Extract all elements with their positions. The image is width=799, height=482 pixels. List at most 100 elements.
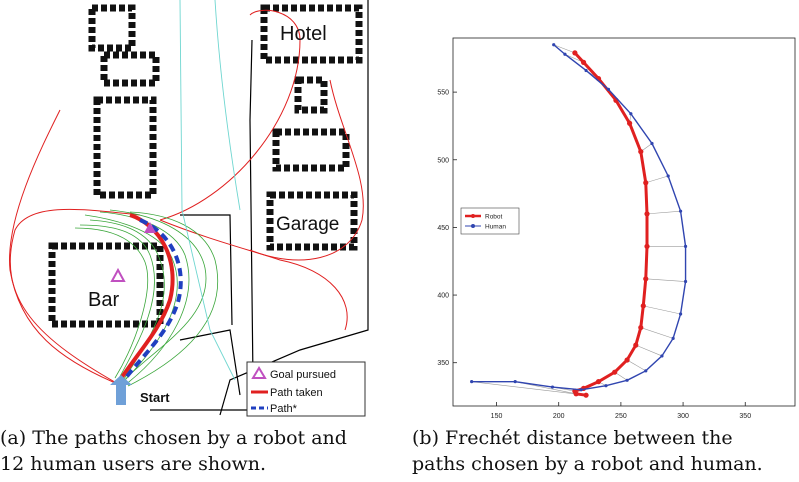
- data-point-robot: [573, 391, 579, 397]
- data-point-robot: [640, 303, 646, 309]
- caption-b-line1: (b) Frechét distance between the: [412, 427, 733, 449]
- data-point-human: [552, 43, 556, 47]
- data-point-human: [470, 380, 474, 384]
- legend-path-star-label: Path*: [270, 403, 298, 415]
- building-small: [294, 76, 328, 114]
- caption-b: (b) Frechét distance between the paths c…: [412, 425, 799, 477]
- frechet-link-line: [640, 327, 674, 339]
- data-point-human: [629, 112, 633, 116]
- legend-marker-human: [471, 224, 475, 228]
- data-point-robot: [633, 342, 639, 348]
- data-point-robot: [595, 379, 602, 385]
- data-point-human: [584, 68, 588, 73]
- legend-marker-robot: [471, 214, 475, 218]
- panel-a-path-map: Hotel Garage Bar Start Goal pursued Path…: [0, 0, 372, 420]
- panel-b-frechet-chart: 150 200 250 300 350 350 400 450 500 550 Robot Hum…: [405, 0, 799, 420]
- building-hotel: [260, 4, 363, 64]
- bar-label: Bar: [88, 289, 119, 311]
- data-point-human: [606, 87, 611, 92]
- x-tick-label: 200: [553, 413, 565, 420]
- legend-box: [460, 207, 520, 235]
- building-store: [272, 128, 350, 172]
- hotel-label: Hotel: [280, 23, 327, 45]
- data-point-human: [666, 174, 670, 178]
- legend-panel-a: Goal pursued Path taken Path*: [246, 361, 366, 417]
- frechet-link-line: [645, 278, 686, 282]
- frechet-link-line: [626, 359, 646, 372]
- data-point-human: [513, 380, 517, 384]
- data-point-robot: [624, 357, 630, 363]
- start-label: Start: [140, 390, 170, 405]
- goal-pursued-triangle-icon: [144, 222, 156, 233]
- frechet-link-line: [643, 305, 681, 315]
- legend-goal-label: Goal pursued: [270, 369, 336, 381]
- data-point-robot: [643, 276, 649, 282]
- data-point-human: [678, 209, 683, 213]
- data-point-robot: [626, 120, 633, 126]
- legend-label-human: Human: [485, 224, 506, 231]
- frechet-link-line: [635, 344, 663, 357]
- data-point-robot: [643, 180, 649, 186]
- data-point-robot: [644, 211, 650, 217]
- robot-path-star: [122, 218, 183, 382]
- legend-path-taken-label: Path taken: [270, 387, 323, 399]
- chart-legend: Robot Human: [460, 207, 520, 235]
- data-point-human: [563, 52, 567, 56]
- data-point-human: [579, 388, 583, 392]
- data-point-robot: [638, 324, 644, 331]
- plot-frame: [452, 37, 796, 407]
- chart-series: [470, 43, 688, 398]
- legend-goal-triangle-icon: [251, 366, 267, 379]
- building-top: [88, 4, 136, 52]
- garage-label: Garage: [276, 214, 339, 235]
- y-axis-ticks: 350 400 450 500 550: [437, 90, 457, 367]
- data-point-robot: [638, 149, 644, 155]
- building-car-park: [100, 51, 160, 87]
- data-point-human: [604, 384, 608, 388]
- data-point-human: [644, 369, 648, 373]
- y-tick-label: 400: [437, 293, 449, 300]
- y-tick-label: 500: [437, 157, 449, 164]
- buildings: [48, 4, 363, 328]
- frechet-link-line: [645, 175, 669, 184]
- data-point-robot: [583, 392, 589, 398]
- data-point-human: [550, 385, 555, 389]
- building-bar: [48, 242, 164, 328]
- frechet-link-line: [646, 210, 681, 215]
- path-map-svg: Hotel Garage Bar Start Goal pursued Path…: [0, 0, 372, 420]
- start-arrow-icon: [110, 375, 132, 405]
- map-outline: [150, 0, 369, 416]
- frechet-link-line: [553, 44, 575, 54]
- series-line-robot: [572, 51, 649, 397]
- data-point-human: [625, 378, 629, 382]
- data-point-robot: [612, 369, 618, 375]
- data-point-robot: [572, 50, 578, 56]
- x-tick-label: 300: [677, 413, 689, 420]
- frechet-link-line: [471, 381, 587, 396]
- human-cyan-paths: [179, 0, 241, 381]
- caption-a: (a) The paths chosen by a robot and 12 h…: [0, 425, 400, 477]
- data-point-robot: [580, 59, 587, 65]
- y-tick-label: 550: [437, 90, 449, 97]
- y-tick-label: 350: [437, 360, 449, 367]
- goal-bar-triangle-icon: [110, 267, 126, 282]
- human-red-paths: [9, 9, 364, 386]
- y-tick-label: 450: [437, 225, 449, 232]
- frechet-chart-svg: 150 200 250 300 350 350 400 450 500 550 Robot Hum…: [405, 0, 799, 420]
- x-tick-label: 350: [739, 413, 751, 420]
- legend-label-robot: Robot: [485, 214, 503, 221]
- data-point-human: [683, 279, 688, 284]
- caption-b-line2: paths chosen by a robot and human.: [412, 453, 763, 475]
- building-garage: [266, 191, 358, 251]
- data-point-human: [660, 354, 664, 358]
- series-line-human: [471, 44, 687, 391]
- caption-a-line1: (a) The paths chosen by a robot and: [0, 427, 347, 449]
- data-point-robot: [644, 243, 650, 249]
- x-tick-label: 250: [615, 413, 627, 420]
- caption-a-line2: 12 human users are shown.: [0, 453, 267, 475]
- data-point-human: [650, 141, 654, 146]
- data-point-human: [683, 244, 688, 248]
- data-point-human: [678, 312, 683, 316]
- x-tick-label: 150: [491, 413, 503, 420]
- building-mid: [93, 96, 157, 199]
